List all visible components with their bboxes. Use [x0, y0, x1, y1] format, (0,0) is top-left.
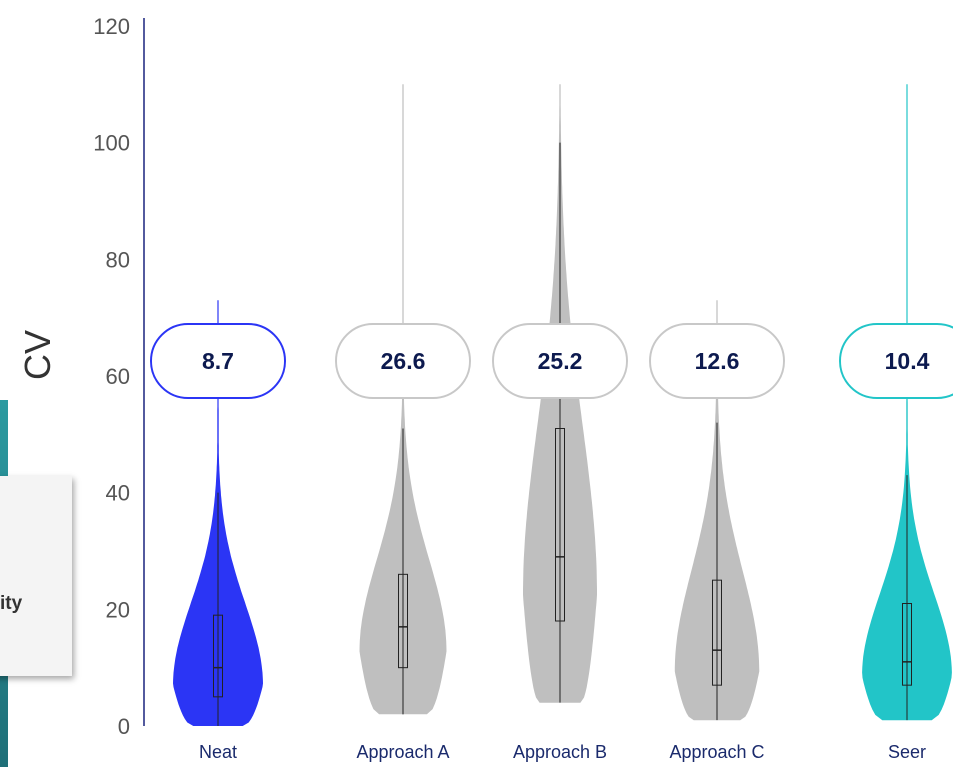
violin-approach-a [359, 84, 447, 715]
y-tick-label: 40 [106, 481, 130, 506]
violin-seer [862, 84, 952, 721]
side-panel-card: ity [0, 476, 72, 676]
y-tick-label: 0 [118, 714, 130, 739]
box-iqr [398, 573, 408, 669]
side-panel-text: ity [0, 593, 23, 614]
value-pill [839, 323, 953, 399]
box-iqr [213, 614, 223, 698]
value-pill-label: 26.6 [381, 348, 426, 374]
y-tick-label: 20 [106, 597, 130, 622]
value-pill [492, 323, 628, 399]
category-label: Neat [199, 742, 237, 762]
y-tick-label: 120 [93, 14, 130, 39]
value-pill [335, 323, 471, 399]
y-tick-label: 100 [93, 131, 130, 156]
value-pill-label: 12.6 [695, 348, 740, 374]
category-label: Seer [888, 742, 926, 762]
value-pill-label: 8.7 [202, 348, 234, 374]
value-pill-label: 10.4 [885, 348, 930, 374]
box-iqr [902, 603, 912, 686]
y-tick-label: 80 [106, 247, 130, 272]
y-axis-label: CV [17, 330, 58, 380]
y-tick-label: 60 [106, 364, 130, 389]
value-pill [150, 323, 286, 399]
category-label: Approach C [669, 742, 764, 762]
category-label: Approach B [513, 742, 607, 762]
value-pill [649, 323, 785, 399]
value-pill-label: 25.2 [538, 348, 583, 374]
category-label: Approach A [356, 742, 449, 762]
box-iqr [555, 428, 565, 622]
box-iqr [712, 579, 722, 686]
